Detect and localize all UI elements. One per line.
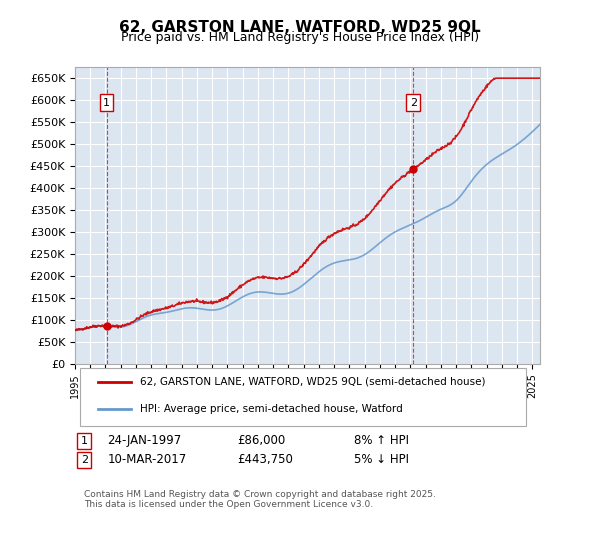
Text: 2: 2 (81, 455, 88, 465)
Text: 62, GARSTON LANE, WATFORD, WD25 9QL: 62, GARSTON LANE, WATFORD, WD25 9QL (119, 20, 481, 35)
Text: 2: 2 (410, 98, 417, 108)
Text: 1: 1 (103, 98, 110, 108)
Text: Contains HM Land Registry data © Crown copyright and database right 2025.
This d: Contains HM Land Registry data © Crown c… (84, 490, 436, 510)
FancyBboxPatch shape (80, 367, 526, 426)
Text: 10-MAR-2017: 10-MAR-2017 (107, 454, 187, 466)
Text: £443,750: £443,750 (238, 454, 293, 466)
Text: 5% ↓ HPI: 5% ↓ HPI (354, 454, 409, 466)
Text: 1: 1 (81, 436, 88, 446)
Text: £86,000: £86,000 (238, 435, 286, 447)
Text: HPI: Average price, semi-detached house, Watford: HPI: Average price, semi-detached house,… (140, 404, 403, 414)
Text: 24-JAN-1997: 24-JAN-1997 (107, 435, 182, 447)
Text: 62, GARSTON LANE, WATFORD, WD25 9QL (semi-detached house): 62, GARSTON LANE, WATFORD, WD25 9QL (sem… (140, 377, 485, 387)
Text: Price paid vs. HM Land Registry's House Price Index (HPI): Price paid vs. HM Land Registry's House … (121, 31, 479, 44)
Text: 8% ↑ HPI: 8% ↑ HPI (354, 435, 409, 447)
